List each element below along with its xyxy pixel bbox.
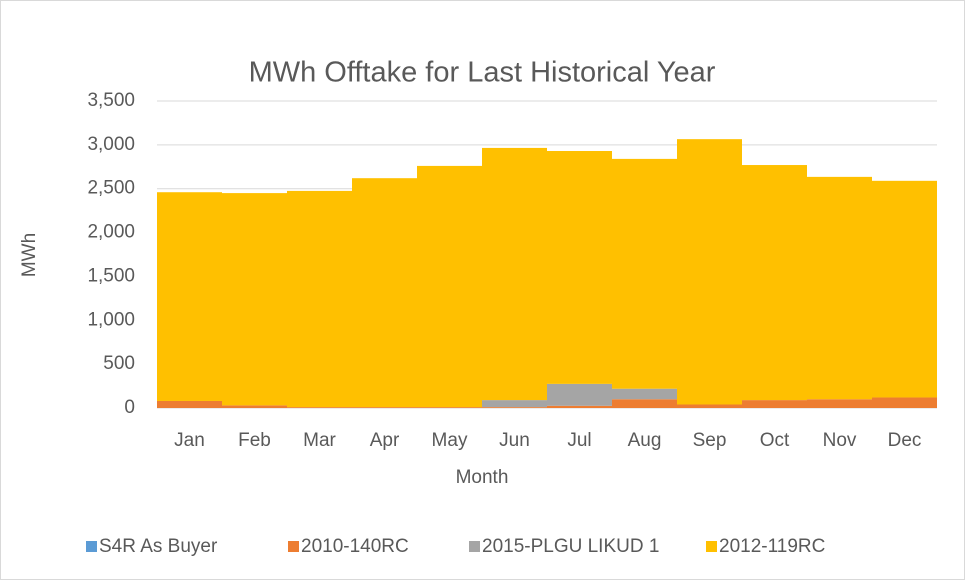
bar-segment	[417, 407, 482, 408]
y-tick-label: 2,000	[87, 222, 135, 243]
bar-segment	[742, 165, 807, 401]
bar-segment	[157, 400, 222, 408]
bar-segment	[547, 150, 612, 384]
bar-segment	[417, 165, 482, 408]
bar-segment	[872, 397, 937, 408]
x-tick-label: Nov	[823, 430, 857, 451]
y-axis-label: MWh	[19, 233, 40, 277]
x-tick-label: Mar	[303, 430, 336, 451]
legend-label: 2012-119RC	[719, 536, 825, 557]
bar-segment	[352, 178, 417, 408]
x-axis-label: Month	[456, 467, 509, 488]
x-tick-label: Dec	[888, 430, 922, 451]
legend-swatch	[288, 541, 299, 552]
y-tick-label: 500	[103, 353, 135, 374]
x-tick-label: Feb	[238, 430, 271, 451]
x-tick-label: Aug	[628, 430, 662, 451]
legend-label: S4R As Buyer	[99, 536, 218, 557]
bar-segment	[222, 405, 287, 408]
y-tick-label: 1,500	[87, 265, 135, 286]
bar-segment	[872, 180, 937, 398]
x-tick-label: Sep	[693, 430, 727, 451]
bar-segment	[677, 404, 742, 408]
bar-segment	[742, 400, 807, 408]
bar-segment	[157, 192, 222, 401]
x-tick-label: Oct	[760, 430, 790, 451]
legend-swatch	[86, 541, 97, 552]
x-tick-label: Jan	[174, 430, 205, 451]
bar-segment	[807, 176, 872, 400]
chart-title: MWh Offtake for Last Historical Year	[249, 57, 716, 89]
bar-segment	[677, 139, 742, 405]
bar-segment	[482, 147, 547, 401]
y-tick-label: 1,000	[87, 309, 135, 330]
bar-segment	[482, 407, 547, 408]
bar-segment	[612, 158, 677, 389]
bar-segment	[807, 399, 872, 408]
legend-swatch	[706, 541, 717, 552]
y-tick-label: 3,000	[87, 134, 135, 155]
x-tick-label: May	[432, 430, 468, 451]
x-tick-label: Jul	[567, 430, 591, 451]
x-tick-label: Apr	[370, 430, 400, 451]
legend-swatch	[469, 541, 480, 552]
bar-segment	[482, 400, 547, 408]
bar-segment	[612, 388, 677, 400]
bar-segment	[352, 407, 417, 408]
x-tick-label: Jun	[499, 430, 530, 451]
bar-segment	[547, 383, 612, 406]
y-tick-label: 3,500	[87, 90, 135, 111]
bar-segment	[547, 405, 612, 408]
legend-label: 2015-PLGU LIKUD 1	[482, 536, 659, 557]
legend-label: 2010-140RC	[301, 536, 409, 557]
y-tick-label: 2,500	[87, 178, 135, 199]
bar-segment	[612, 399, 677, 408]
y-tick-label: 0	[124, 397, 135, 418]
bar-segment	[287, 407, 352, 408]
bar-segment	[287, 190, 352, 408]
bar-segment	[222, 193, 287, 406]
